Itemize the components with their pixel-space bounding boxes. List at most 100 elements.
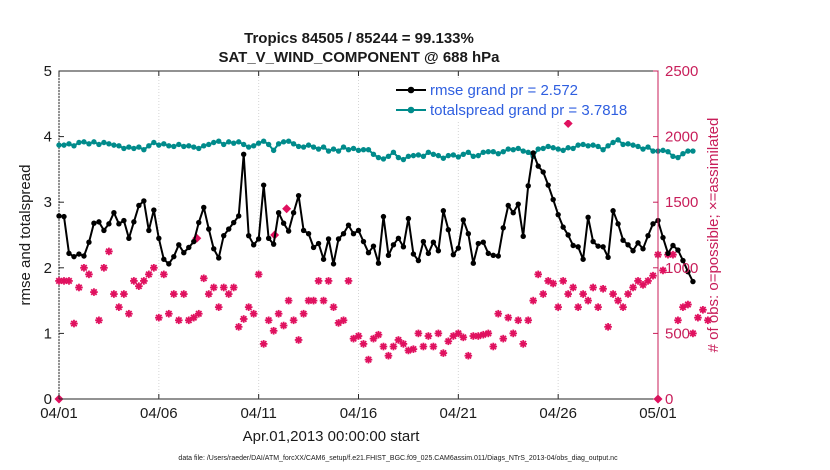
rmse-point <box>176 242 182 248</box>
totalspread-point <box>161 141 167 147</box>
rmse-point <box>580 256 586 262</box>
totalspread-point <box>405 153 412 159</box>
rmse-point <box>360 238 367 245</box>
obs-assimilated-marker <box>694 313 702 322</box>
asterisk-stroke <box>305 297 312 304</box>
totalspread-point <box>260 138 267 144</box>
rmse-point <box>116 221 122 227</box>
totalspread-point <box>605 143 611 149</box>
rmse-point <box>470 260 477 266</box>
totalspread-point <box>280 139 287 145</box>
obs-assimilated-marker <box>339 316 348 325</box>
totalspread-point <box>151 139 157 146</box>
rmse-point <box>635 240 641 246</box>
totalspread-point <box>295 143 302 150</box>
obs-assimilated-marker <box>110 290 118 298</box>
obs-assimilated-marker <box>399 340 408 348</box>
rmse-point <box>216 255 222 261</box>
totalspread-point <box>570 145 576 152</box>
asterisk-stroke <box>584 297 592 304</box>
obs-assimilated-marker <box>229 283 238 292</box>
rmse-point <box>250 242 257 248</box>
totalspread-point <box>445 152 452 159</box>
obs-assimilated-marker <box>674 316 682 325</box>
asterisk-stroke <box>534 270 542 278</box>
asterisk-stroke <box>444 337 452 345</box>
asterisk-stroke <box>245 303 253 311</box>
totalspread-point <box>495 150 501 157</box>
rmse-point <box>535 163 541 169</box>
obs-assimilated-marker <box>489 342 498 351</box>
rmse-point <box>590 238 596 245</box>
x-tick-label: 04/16 <box>340 405 378 422</box>
rmse-point <box>146 227 152 234</box>
totalspread-point <box>310 144 317 150</box>
asterisk-stroke <box>594 303 602 311</box>
rmse-point <box>350 230 357 237</box>
obs-assimilated-marker <box>234 323 243 331</box>
totalspread-point <box>550 145 556 151</box>
obs-assimilated-marker <box>619 303 627 311</box>
rmse-point <box>320 256 327 262</box>
obs-assimilated-marker <box>264 316 273 325</box>
asterisk-stroke <box>519 340 527 348</box>
totalspread-point <box>590 142 596 148</box>
obs-assimilated-marker <box>179 290 188 298</box>
obs-assimilated-marker <box>344 277 353 285</box>
rmse-point <box>380 213 387 220</box>
rmse-point <box>465 230 472 237</box>
obs-assimilated-marker <box>569 283 577 292</box>
rmse-point <box>425 250 432 257</box>
totalspread-point <box>415 152 422 158</box>
legend-label-rmse: rmse grand pr = 2.572 <box>430 82 578 99</box>
obs-assimilated-marker <box>145 270 153 279</box>
obs-assimilated-marker <box>584 296 592 305</box>
rmse-point <box>670 242 676 249</box>
asterisk-stroke <box>100 264 108 272</box>
totalspread-point <box>390 149 397 156</box>
rmse-point <box>575 244 581 250</box>
obs-assimilated-marker <box>214 303 223 311</box>
rmse-point <box>111 209 117 216</box>
asterisk-stroke <box>105 248 113 255</box>
totalspread-point <box>450 152 457 158</box>
rmse-point <box>680 257 686 264</box>
obs-assimilated-marker <box>444 337 453 346</box>
rmse-point <box>315 240 322 247</box>
asterisk-stroke <box>130 277 138 285</box>
rmse-point <box>625 242 631 248</box>
totalspread-point <box>585 143 591 149</box>
totalspread-point <box>245 144 252 150</box>
obs-assimilated-marker <box>589 283 597 292</box>
rmse-point <box>265 235 272 241</box>
obs-assimilated-marker <box>559 277 567 285</box>
asterisk-stroke <box>619 303 627 311</box>
asterisk-stroke <box>135 282 143 290</box>
asterisk-stroke <box>215 303 223 311</box>
obs-assimilated-marker <box>524 316 533 325</box>
rmse-point <box>335 236 342 242</box>
asterisk-stroke <box>509 330 517 337</box>
rmse-point <box>181 250 187 256</box>
totalspread-point <box>395 154 402 161</box>
obs-assimilated-marker <box>529 296 538 305</box>
rmse-point <box>340 230 347 237</box>
totalspread-point <box>425 149 432 156</box>
asterisk-stroke <box>150 264 158 272</box>
asterisk-stroke <box>614 297 622 304</box>
obs-possible-marker <box>282 204 292 214</box>
obs-assimilated-marker <box>389 342 398 351</box>
asterisk-stroke <box>240 315 248 323</box>
totalspread-point <box>126 144 132 150</box>
totalspread-point <box>600 147 606 153</box>
asterisk-stroke <box>315 277 322 285</box>
obs-assimilated-marker <box>150 264 158 272</box>
totalspread-point <box>325 148 332 154</box>
rmse-point <box>236 213 242 219</box>
asterisk-stroke <box>415 330 422 337</box>
obs-assimilated-marker <box>160 270 168 279</box>
rmse-point <box>415 257 422 264</box>
asterisk-stroke <box>310 297 317 304</box>
obs-assimilated-marker <box>599 284 607 293</box>
totalspread-point <box>56 142 62 148</box>
